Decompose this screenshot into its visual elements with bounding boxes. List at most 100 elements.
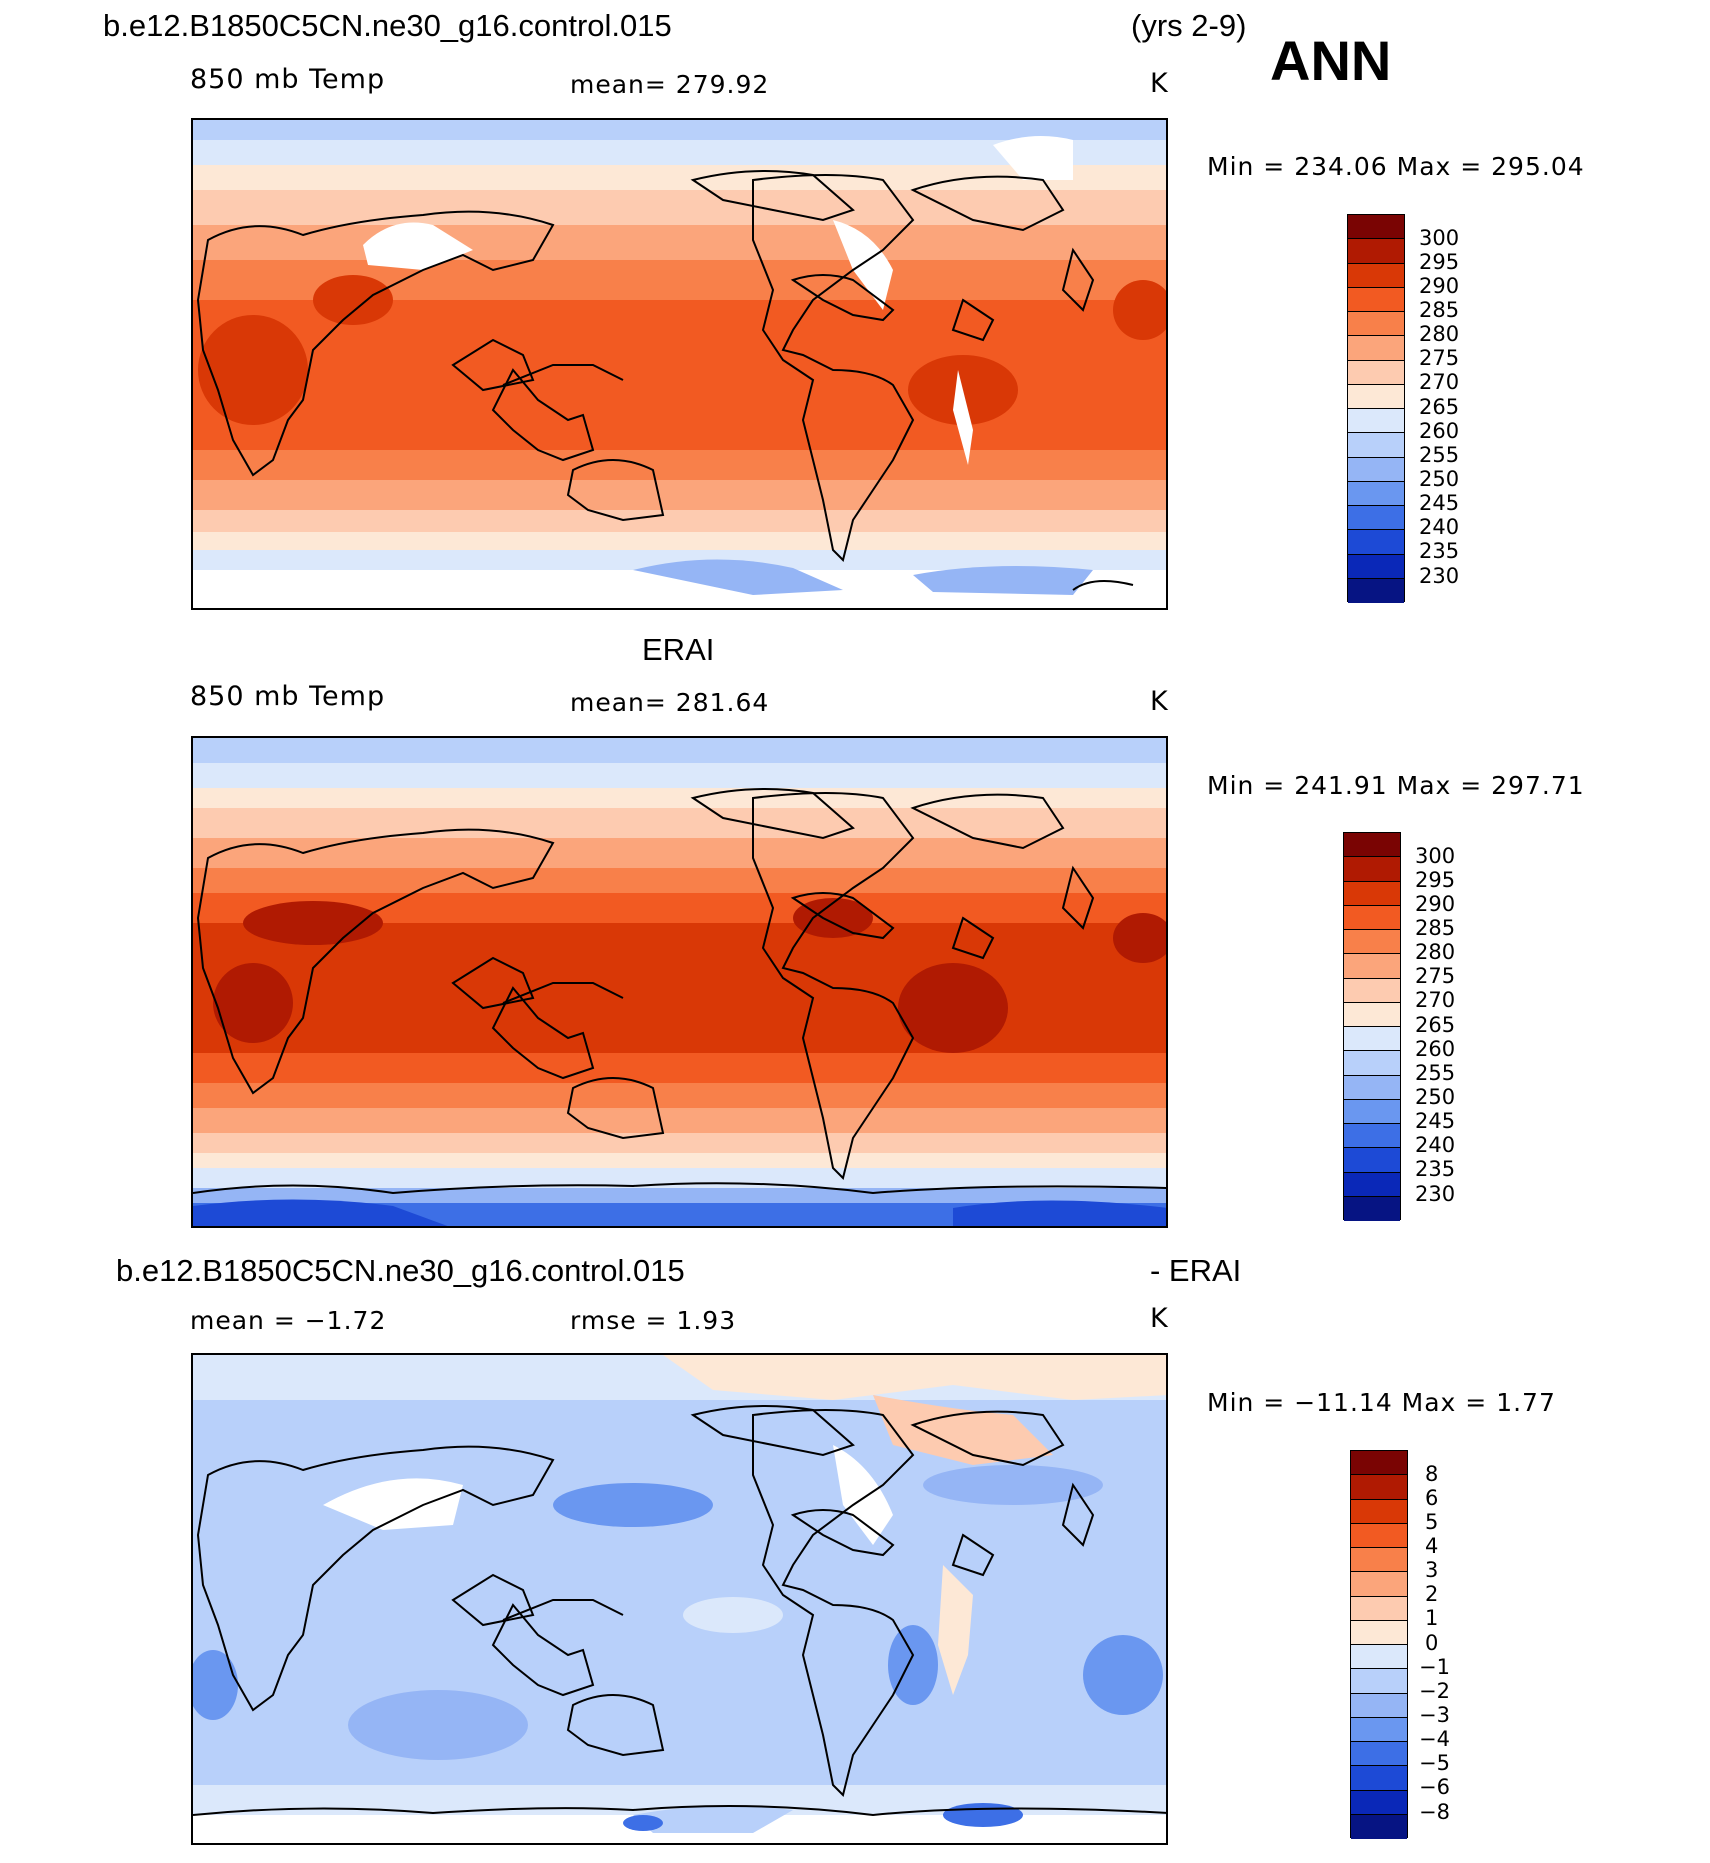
- panel2-map: [191, 736, 1168, 1228]
- panel3-title-left: b.e12.B1850C5CN.ne30_g16.control.015: [116, 1253, 685, 1288]
- colorbar-tick: 235: [1415, 1157, 1456, 1181]
- colorbar-swatch: [1351, 1717, 1407, 1742]
- colorbar-swatch: [1348, 215, 1404, 240]
- colorbar-tick: 300: [1415, 844, 1456, 868]
- colorbar-swatch: [1344, 1196, 1400, 1221]
- colorbar-tick: 245: [1415, 1109, 1456, 1133]
- colorbar-swatch: [1351, 1499, 1407, 1524]
- colorbar-tick: 250: [1419, 467, 1460, 491]
- season-label: ANN: [1270, 29, 1392, 92]
- colorbar-swatch: [1348, 336, 1404, 361]
- colorbar-tick: 250: [1415, 1085, 1456, 1109]
- colorbar-tick: −2: [1419, 1679, 1450, 1703]
- colorbar-tick: 295: [1415, 868, 1456, 892]
- colorbar-swatch: [1344, 905, 1400, 930]
- colorbar-tick: 6: [1425, 1486, 1439, 1510]
- colorbar-tick: 260: [1415, 1037, 1456, 1061]
- colorbar-swatch: [1348, 433, 1404, 458]
- colorbar-tick: 8: [1425, 1462, 1439, 1486]
- colorbar-swatch: [1344, 1027, 1400, 1052]
- colorbar-swatch: [1344, 1148, 1400, 1173]
- colorbar-tick: 265: [1419, 395, 1460, 419]
- colorbar-tick: 280: [1419, 322, 1460, 346]
- panel3-colorbar: [1350, 1450, 1408, 1839]
- colorbar-tick: −3: [1419, 1703, 1450, 1727]
- colorbar-swatch: [1348, 239, 1404, 264]
- colorbar-swatch: [1351, 1814, 1407, 1839]
- colorbar-tick: 290: [1415, 892, 1456, 916]
- colorbar-swatch: [1348, 457, 1404, 482]
- colorbar-tick: 300: [1419, 226, 1460, 250]
- panel1-variable: 850 mb Temp: [190, 64, 386, 95]
- colorbar-swatch: [1351, 1475, 1407, 1500]
- colorbar-tick: 3: [1425, 1558, 1439, 1582]
- colorbar-swatch: [1351, 1693, 1407, 1718]
- colorbar-tick: 4: [1425, 1534, 1439, 1558]
- colorbar-swatch: [1351, 1742, 1407, 1767]
- colorbar-swatch: [1344, 1002, 1400, 1027]
- colorbar-swatch: [1348, 360, 1404, 385]
- case-title: b.e12.B1850C5CN.ne30_g16.control.015: [103, 8, 672, 43]
- colorbar-swatch: [1344, 954, 1400, 979]
- colorbar-tick: 290: [1419, 274, 1460, 298]
- colorbar-swatch: [1348, 263, 1404, 288]
- colorbar-swatch: [1351, 1669, 1407, 1694]
- colorbar-swatch: [1348, 578, 1404, 603]
- colorbar-tick: 260: [1419, 419, 1460, 443]
- panel2-colorbar: [1343, 832, 1401, 1221]
- colorbar-tick: 2: [1425, 1582, 1439, 1606]
- panel3-minmax: Min = −11.14 Max = 1.77: [1207, 1388, 1556, 1417]
- colorbar-swatch: [1344, 857, 1400, 882]
- colorbar-swatch: [1348, 530, 1404, 555]
- colorbar-swatch: [1348, 312, 1404, 337]
- colorbar-swatch: [1351, 1523, 1407, 1548]
- colorbar-tick: 265: [1415, 1013, 1456, 1037]
- panel2-minmax: Min = 241.91 Max = 297.71: [1207, 771, 1585, 800]
- panel2-variable: 850 mb Temp: [190, 681, 386, 712]
- colorbar-tick: 270: [1415, 988, 1456, 1012]
- colorbar-tick: −1: [1419, 1655, 1450, 1679]
- colorbar-swatch: [1348, 384, 1404, 409]
- colorbar-swatch: [1344, 881, 1400, 906]
- colorbar-tick: −8: [1419, 1800, 1450, 1824]
- panel1-colorbar: [1347, 214, 1405, 603]
- panel2-title: ERAI: [642, 632, 715, 667]
- colorbar-swatch: [1344, 1051, 1400, 1076]
- colorbar-swatch: [1348, 554, 1404, 579]
- panel1-units: K: [1150, 68, 1169, 99]
- colorbar-swatch: [1351, 1596, 1407, 1621]
- colorbar-swatch: [1348, 409, 1404, 434]
- colorbar-tick: 280: [1415, 940, 1456, 964]
- colorbar-tick: 235: [1419, 539, 1460, 563]
- colorbar-swatch: [1351, 1572, 1407, 1597]
- colorbar-tick: 240: [1419, 515, 1460, 539]
- colorbar-tick: 1: [1425, 1606, 1439, 1630]
- panel3-rmse: rmse = 1.93: [570, 1306, 737, 1335]
- colorbar-tick: −4: [1419, 1727, 1450, 1751]
- colorbar-tick: −6: [1419, 1775, 1450, 1799]
- colorbar-tick: 270: [1419, 370, 1460, 394]
- panel3-title-right: - ERAI: [1150, 1253, 1242, 1288]
- colorbar-swatch: [1348, 506, 1404, 531]
- colorbar-swatch: [1351, 1620, 1407, 1645]
- colorbar-tick: 285: [1415, 916, 1456, 940]
- colorbar-tick: 275: [1415, 964, 1456, 988]
- colorbar-swatch: [1348, 481, 1404, 506]
- colorbar-swatch: [1344, 978, 1400, 1003]
- colorbar-tick: 285: [1419, 298, 1460, 322]
- panel2-mean: mean= 281.64: [570, 688, 770, 717]
- colorbar-swatch: [1351, 1548, 1407, 1573]
- colorbar-tick: −5: [1419, 1751, 1450, 1775]
- colorbar-swatch: [1351, 1451, 1407, 1476]
- panel1-minmax: Min = 234.06 Max = 295.04: [1207, 152, 1585, 181]
- colorbar-tick: 240: [1415, 1133, 1456, 1157]
- colorbar-tick: 255: [1419, 443, 1460, 467]
- colorbar-swatch: [1344, 930, 1400, 955]
- colorbar-swatch: [1344, 833, 1400, 858]
- colorbar-swatch: [1351, 1645, 1407, 1670]
- colorbar-swatch: [1351, 1766, 1407, 1791]
- colorbar-swatch: [1351, 1790, 1407, 1815]
- colorbar-swatch: [1344, 1099, 1400, 1124]
- colorbar-swatch: [1348, 287, 1404, 312]
- colorbar-swatch: [1344, 1124, 1400, 1149]
